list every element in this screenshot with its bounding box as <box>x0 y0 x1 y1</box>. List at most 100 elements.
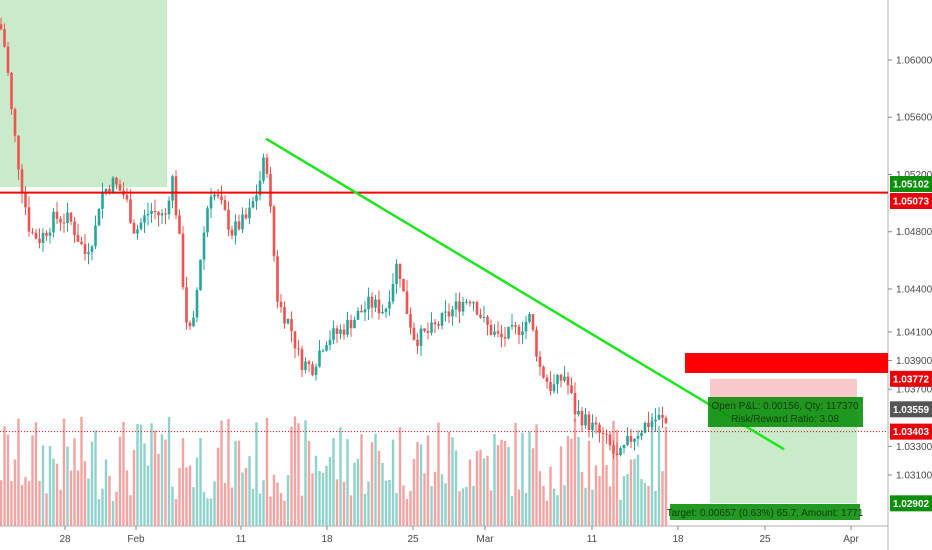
candle-body <box>27 207 31 232</box>
volume-bar <box>430 486 433 526</box>
candle-body <box>314 366 318 375</box>
candle-body <box>251 201 255 208</box>
candle-body <box>461 302 465 312</box>
candle-body <box>269 173 272 207</box>
price-tick-label: 1.03900 <box>896 356 932 367</box>
candle-body <box>300 349 304 370</box>
volume-bar <box>339 427 342 526</box>
volume-bar <box>433 472 437 526</box>
volume-bar <box>157 453 160 526</box>
candle-body <box>192 317 195 327</box>
price-tag-bg <box>890 495 932 512</box>
candle-body <box>654 419 657 422</box>
volume-bar <box>584 487 587 526</box>
volume-bar <box>521 432 524 526</box>
candle-body <box>342 329 346 335</box>
volume-bar <box>496 445 500 526</box>
time-tick-label: 11 <box>236 534 247 545</box>
candle-body <box>430 322 433 333</box>
volume-bar <box>38 480 41 526</box>
time-tick-label: 25 <box>759 534 771 545</box>
volume-bar <box>41 445 45 526</box>
volume-bar <box>468 459 472 526</box>
candle-body <box>328 339 332 345</box>
candle-body <box>647 422 650 427</box>
price-tag-label: 1.05073 <box>893 197 930 208</box>
volume-bar <box>164 439 167 526</box>
volume-bar <box>311 473 314 526</box>
candle-body <box>234 221 237 236</box>
candle-body <box>500 333 503 338</box>
open-pl-text: Open P&L: 0.00156, Qty: 117370 <box>711 401 859 412</box>
price-tag-bg <box>890 193 932 209</box>
candle-body <box>55 211 59 219</box>
candle-body <box>465 301 468 303</box>
volume-bar <box>241 472 244 526</box>
price-tag-label: 1.03559 <box>893 405 930 416</box>
volume-bar <box>542 485 545 526</box>
volume-bar <box>286 475 290 526</box>
price-tick-label: 1.05200 <box>896 170 932 181</box>
candle-body <box>146 213 150 216</box>
volume-bar <box>136 423 139 526</box>
volume-bar <box>493 433 496 526</box>
volume-bar <box>167 416 171 526</box>
volume-bar <box>69 470 73 526</box>
candle-body <box>48 232 52 236</box>
volume-bar <box>213 481 216 526</box>
candle-body <box>76 235 80 242</box>
volume-bar <box>563 485 566 526</box>
volume-bar <box>171 486 174 526</box>
volume-bar <box>293 416 297 526</box>
candle-body <box>265 157 269 174</box>
candle-body <box>419 328 423 346</box>
candle-body <box>216 194 220 197</box>
volume-bar <box>258 493 262 526</box>
candle-body <box>447 311 451 317</box>
stop-level-block <box>685 353 888 373</box>
volume-bar <box>59 489 62 526</box>
candle-body <box>587 414 591 431</box>
candle-body <box>143 215 146 223</box>
candle-body <box>279 301 283 308</box>
price-tag-bg <box>890 401 932 418</box>
candle-body <box>293 331 297 349</box>
volume-bar <box>636 454 640 526</box>
volume-bar <box>594 465 598 526</box>
candle-body <box>346 319 349 335</box>
volume-bar <box>482 458 486 526</box>
volume-bar <box>66 446 69 526</box>
candle-body <box>356 310 360 320</box>
volume-bar <box>528 431 531 526</box>
candle-body <box>388 301 391 309</box>
volume-bar <box>472 485 475 526</box>
volume-bar <box>332 438 335 526</box>
volume-bar <box>545 500 549 526</box>
volume-bar <box>279 493 283 526</box>
volume-bar <box>160 434 164 526</box>
volume-bar <box>244 467 248 526</box>
candle-body <box>34 232 38 239</box>
volume-bar <box>650 416 654 526</box>
candle-body <box>185 287 188 323</box>
volume-bar <box>223 483 227 526</box>
candle-body <box>97 208 101 226</box>
candle-body <box>535 329 538 357</box>
candle-body <box>542 366 545 378</box>
time-tick-label: Mar <box>476 534 494 545</box>
candle-body <box>6 46 10 73</box>
price-tick-label: 1.03300 <box>896 442 932 453</box>
volume-bar <box>34 422 38 526</box>
candle-body <box>237 221 241 230</box>
volume-bar <box>440 474 444 526</box>
volume-bar <box>83 461 87 526</box>
candle-body <box>591 422 594 431</box>
volume-bar <box>202 492 206 526</box>
candle-body <box>451 309 454 317</box>
candle-body <box>62 222 66 224</box>
volume-bar <box>643 482 647 526</box>
volume-bar <box>234 440 237 526</box>
volume-bar <box>346 439 349 526</box>
